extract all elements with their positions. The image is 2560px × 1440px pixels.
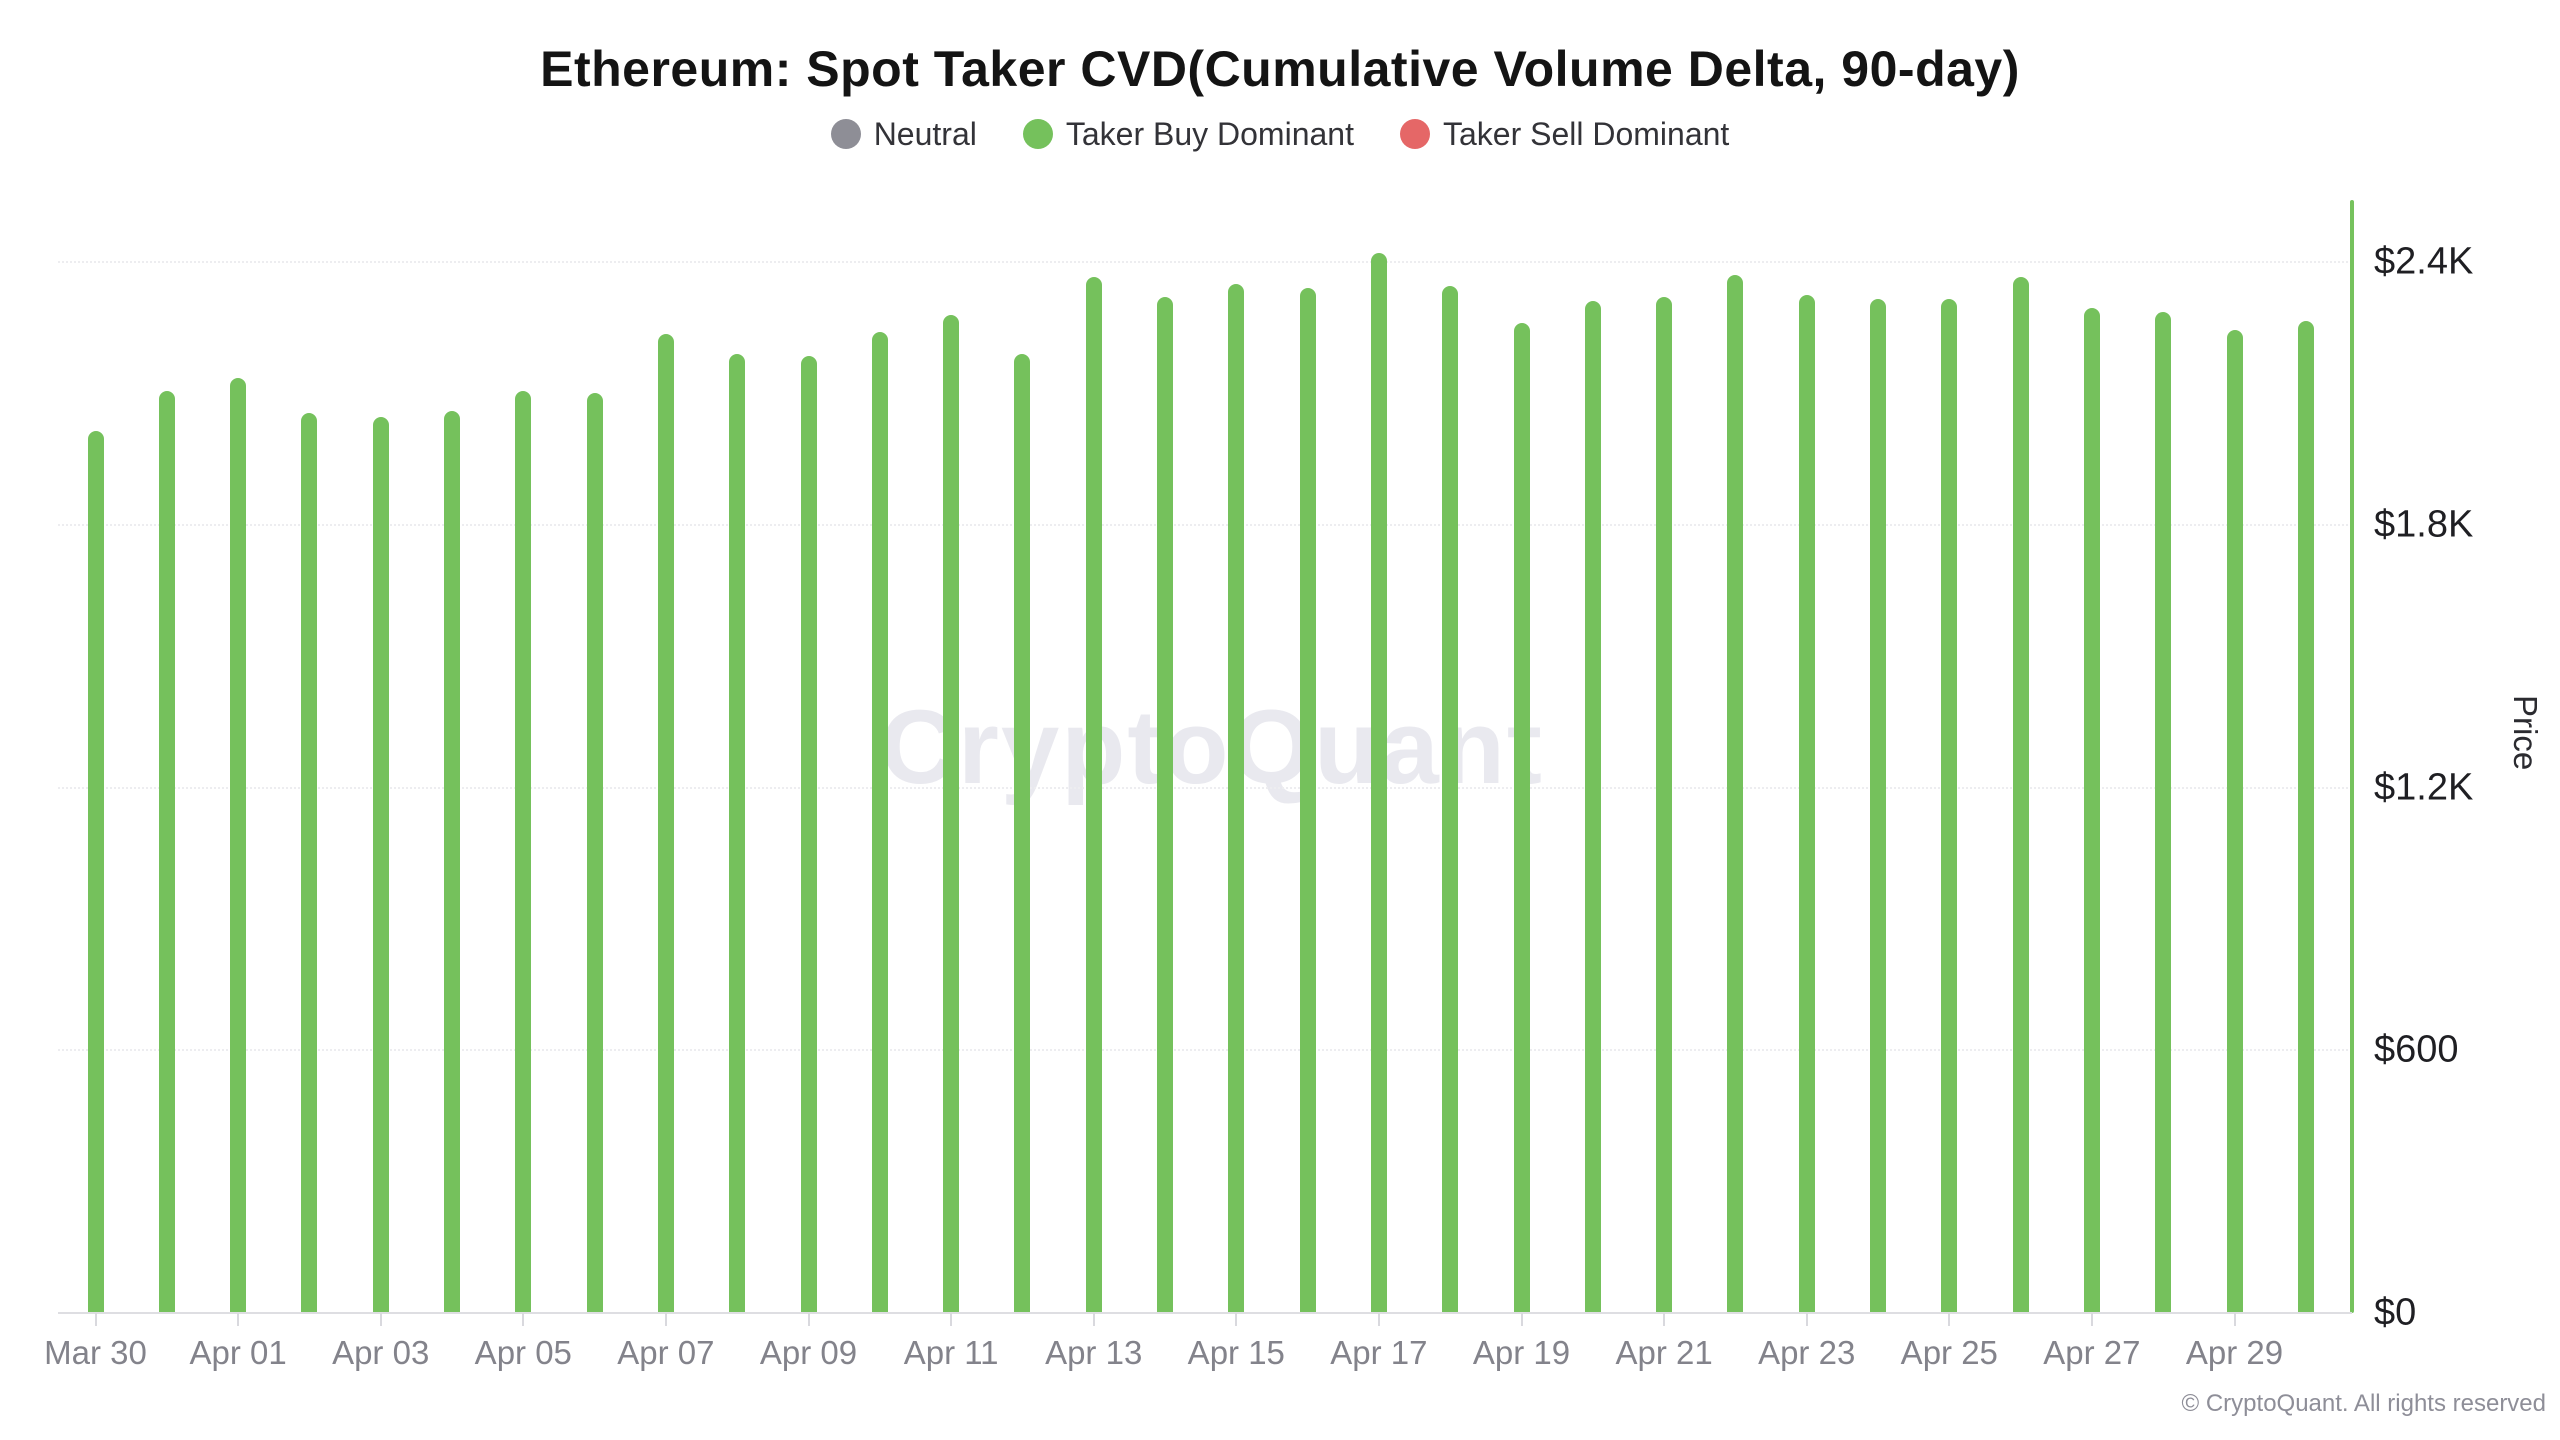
x-axis-tick-label: Apr 19 [1472,1334,1571,1371]
bar-apr-21[interactable] [1656,297,1673,1313]
x-axis-tick [522,1313,525,1326]
x-axis-tick [1235,1313,1238,1326]
x-axis-line [58,1312,2352,1314]
bar-apr-11[interactable] [943,315,960,1313]
x-axis-tick-label: Apr 23 [1758,1334,1856,1371]
x-axis-tick [1663,1313,1666,1326]
x-axis-tick [950,1313,953,1326]
bar-apr-16[interactable] [1299,288,1316,1313]
bar-apr-04[interactable] [444,411,460,1313]
bar-apr-27[interactable] [2083,308,2100,1313]
x-axis-tick-label: Apr 09 [759,1334,858,1371]
bar-apr-29[interactable] [2226,330,2243,1313]
x-axis-tick [1805,1313,1808,1326]
x-axis-tick-label: Apr 07 [617,1334,715,1371]
x-axis-tick-label: Apr 21 [1615,1334,1713,1371]
bar-apr-24[interactable] [1870,299,1886,1313]
legend-label: Neutral [873,115,977,152]
x-axis-tick-label: Apr 15 [1187,1334,1285,1371]
gridline [58,1049,2352,1052]
bar-apr-17[interactable] [1370,253,1387,1313]
bar-apr-18[interactable] [1442,286,1459,1313]
gridline [58,786,2352,789]
bar-apr-07[interactable] [657,334,674,1313]
x-axis-tick [379,1313,382,1326]
bar-mar-31[interactable] [158,391,175,1313]
bar-apr-06[interactable] [586,393,603,1313]
x-axis-tick-label: Apr 03 [332,1334,430,1371]
bar-apr-14[interactable] [1157,297,1173,1313]
x-axis-tick-label: Apr 13 [1045,1334,1143,1371]
bar-apr-30[interactable] [2297,321,2314,1313]
legend-label: Taker Sell Dominant [1442,115,1730,152]
bar-apr-23[interactable] [1798,295,1815,1313]
x-axis-tick-label: Apr 29 [2185,1334,2284,1371]
bar-apr-01[interactable] [230,378,247,1313]
bar-apr-19[interactable] [1513,323,1530,1313]
bar-apr-20[interactable] [1584,301,1601,1313]
bar-apr-10[interactable] [871,332,888,1313]
taker-buy-dot-icon [1022,119,1053,149]
bar-apr-13[interactable] [1085,277,1102,1313]
x-axis-tick [1948,1313,1951,1326]
bar-apr-02[interactable] [301,413,318,1313]
y-axis-tick-label: $1.8K [2374,503,2474,546]
legend: Neutral Taker Buy Dominant Taker Sell Do… [0,112,2560,156]
x-axis-tick-label: Apr 17 [1330,1334,1428,1371]
gridline [58,261,2352,263]
gridline [58,523,2352,526]
bar-apr-09[interactable] [800,356,817,1313]
x-axis-tick [94,1313,97,1326]
x-axis-tick [664,1313,667,1326]
bar-mar-30[interactable] [87,431,104,1313]
y-axis-tick-label: $1.2K [2374,766,2474,808]
legend-item-taker-sell-dominant[interactable]: Taker Sell Dominant [1399,115,1730,153]
price-axis-line [2350,200,2354,1313]
bar-apr-26[interactable] [2012,277,2029,1313]
x-axis-tick-label: Apr 05 [474,1334,572,1371]
bar-apr-22[interactable] [1727,275,1744,1313]
copyright-text: © CryptoQuant. All rights reserved [2181,1390,2547,1417]
bar-apr-08[interactable] [729,354,746,1313]
y-axis-title: Price [2507,695,2544,771]
legend-item-neutral[interactable]: Neutral [830,115,977,153]
bar-apr-12[interactable] [1014,354,1031,1313]
y-axis-tick-label: $0 [2374,1291,2417,1334]
x-axis-tick [2090,1313,2093,1326]
x-axis-tick-label: Apr 27 [2043,1334,2141,1371]
legend-label: Taker Buy Dominant [1065,115,1354,152]
x-axis-tick-label: Apr 25 [1900,1334,1998,1371]
taker-sell-dot-icon [1399,119,1430,149]
y-axis-tick-label: $2.4K [2374,240,2474,283]
legend-item-taker-buy-dominant[interactable]: Taker Buy Dominant [1022,115,1354,153]
chart-title: Ethereum: Spot Taker CVD(Cumulative Volu… [540,41,2020,97]
x-axis-tick-label: Apr 01 [189,1334,287,1371]
y-axis-tick-label: $600 [2374,1028,2459,1071]
bar-apr-25[interactable] [1941,299,1958,1313]
x-axis-tick [2233,1313,2236,1326]
bar-apr-03[interactable] [372,417,389,1313]
x-axis-tick-label: Mar 30 [44,1334,147,1371]
x-axis-tick-label: Apr 11 [903,1334,999,1371]
bar-apr-15[interactable] [1228,284,1245,1313]
x-axis-tick [1520,1313,1523,1326]
bar-apr-05[interactable] [515,391,532,1313]
x-axis-tick [807,1313,810,1326]
x-axis-tick [237,1313,240,1326]
bar-apr-28[interactable] [2155,312,2172,1313]
neutral-dot-icon [830,119,861,149]
x-axis-tick [1092,1313,1095,1326]
x-axis-tick [1377,1313,1380,1326]
